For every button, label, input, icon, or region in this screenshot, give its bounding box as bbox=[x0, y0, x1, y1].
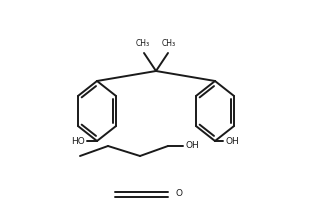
Text: O: O bbox=[176, 189, 183, 198]
Text: HO: HO bbox=[71, 136, 85, 145]
Text: OH: OH bbox=[185, 141, 199, 150]
Text: OH: OH bbox=[225, 136, 239, 145]
Text: CH₃: CH₃ bbox=[136, 39, 150, 48]
Text: CH₃: CH₃ bbox=[162, 39, 176, 48]
